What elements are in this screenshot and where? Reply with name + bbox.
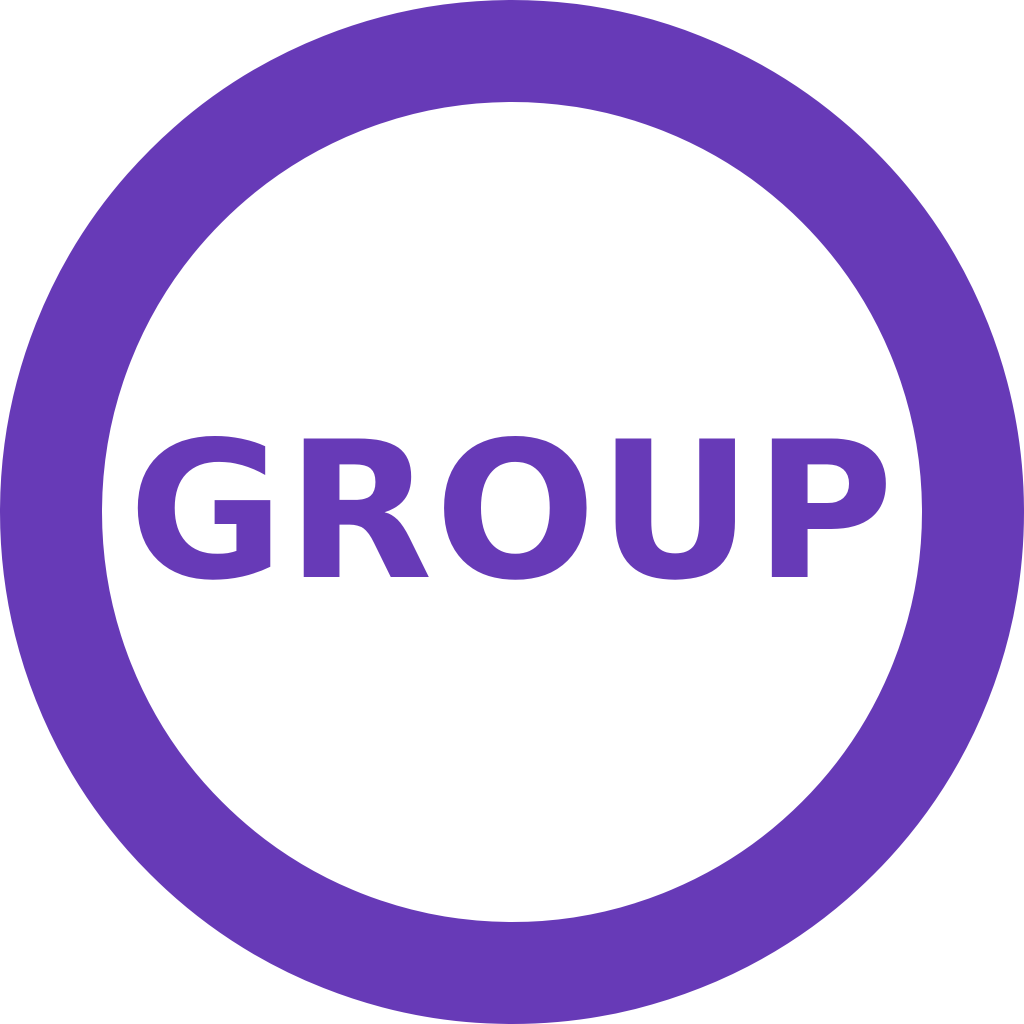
badge-label: GROUP — [128, 401, 896, 622]
group-badge: GROUP — [0, 0, 1024, 1024]
